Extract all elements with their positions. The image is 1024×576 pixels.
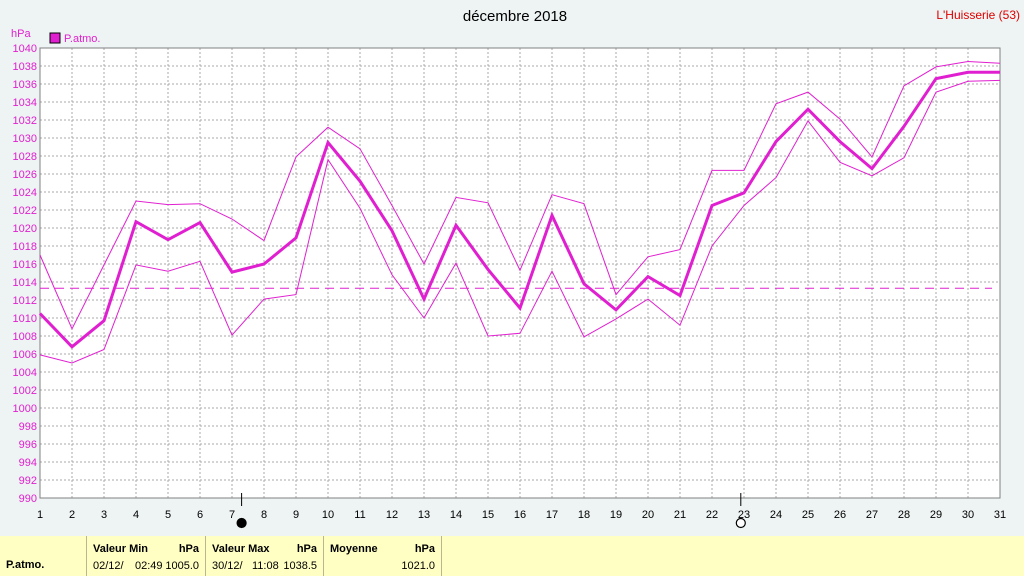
y-tick-label: 994: [19, 457, 37, 469]
y-tick-label: 1024: [13, 187, 37, 199]
x-tick-label: 21: [674, 509, 686, 521]
x-tick-label: 30: [962, 509, 974, 521]
axes: 9909929949969981000100210041006100810101…: [13, 43, 1006, 529]
avg-header: Moyenne: [330, 543, 378, 555]
x-tick-label: 12: [386, 509, 398, 521]
x-tick-label: 29: [930, 509, 942, 521]
x-tick-label: 25: [802, 509, 814, 521]
x-tick-label: 13: [418, 509, 430, 521]
min-time: 02:49: [135, 560, 163, 572]
x-tick-label: 28: [898, 509, 910, 521]
y-tick-label: 1002: [13, 385, 37, 397]
y-tick-label: 1008: [13, 331, 37, 343]
grid: [39, 47, 1001, 499]
x-tick-label: 18: [578, 509, 590, 521]
x-tick-label: 27: [866, 509, 878, 521]
x-tick-label: 19: [610, 509, 622, 521]
full-moon-icon: [735, 517, 746, 529]
min-date: 02/12/: [93, 560, 124, 572]
stats-max-cell: Valeur Max hPa 30/12/ 11:08 1038.5: [206, 536, 324, 576]
x-tick-label: 20: [642, 509, 654, 521]
legend-swatch: [49, 32, 61, 44]
y-tick-label: 1022: [13, 205, 37, 217]
x-tick-label: 7: [229, 509, 235, 521]
x-tick-label: 4: [133, 509, 139, 521]
station-name: L'Huisserie (53): [936, 8, 1020, 22]
y-tick-label: 1020: [13, 223, 37, 235]
chart-title: décembre 2018: [463, 8, 567, 25]
y-tick-label: 992: [19, 475, 37, 487]
stats-min-cell: Valeur Min hPa 02/12/ 02:49 1005.0: [87, 536, 206, 576]
min-value: 1005.0: [165, 560, 199, 572]
series-mean-line: [38, 70, 1000, 349]
x-tick-label: 9: [293, 509, 299, 521]
plot-frame: [39, 47, 1001, 499]
y-tick-label: 990: [19, 493, 37, 505]
x-tick-label: 17: [546, 509, 558, 521]
x-tick-label: 3: [101, 509, 107, 521]
x-tick-label: 2: [69, 509, 75, 521]
stats-row-label-cell: P.atmo.: [0, 536, 87, 576]
x-tick-label: 1: [37, 509, 43, 521]
x-tick-label: 26: [834, 509, 846, 521]
max-time: 11:08: [252, 560, 279, 572]
y-tick-label: 1038: [13, 61, 37, 73]
y-tick-label: 1030: [13, 133, 37, 145]
legend-label: P.atmo.: [64, 33, 101, 45]
max-header: Valeur Max: [212, 543, 270, 555]
x-tick-label: 6: [197, 509, 203, 521]
y-tick-label: 1040: [13, 43, 37, 55]
x-tick-label: 24: [770, 509, 782, 521]
stats-footer: P.atmo. Valeur Min hPa 02/12/ 02:49 1005…: [0, 536, 1024, 576]
pressure-chart: décembre 2018 L'Huisserie (53) hPa P.atm…: [11, 8, 1020, 529]
y-tick-label: 1034: [13, 97, 37, 109]
series-min-line: [39, 79, 1001, 364]
x-tick-label: 5: [165, 509, 171, 521]
x-tick-label: 14: [450, 509, 462, 521]
y-tick-label: 1018: [13, 241, 37, 253]
avg-value: 1021.0: [401, 560, 435, 572]
stats-avg-cell: Moyenne hPa 1021.0: [324, 536, 442, 576]
y-tick-label: 1016: [13, 259, 37, 271]
x-tick-label: 10: [322, 509, 334, 521]
max-value: 1038.5: [283, 560, 317, 572]
y-tick-label: 1000: [13, 403, 37, 415]
min-header: Valeur Min: [93, 543, 149, 555]
y-tick-label: 1010: [13, 313, 37, 325]
min-unit: hPa: [178, 543, 199, 555]
x-tick-label: 22: [706, 509, 718, 521]
x-tick-label: 31: [994, 509, 1006, 521]
avg-unit: hPa: [414, 543, 435, 555]
x-tick-label: 15: [482, 509, 494, 521]
y-tick-label: 1004: [13, 367, 37, 379]
y-tick-label: 1026: [13, 169, 37, 181]
y-tick-label: 1012: [13, 295, 37, 307]
x-tick-label: 16: [514, 509, 526, 521]
series-max-line: [39, 60, 1001, 330]
stats-row-label: P.atmo.: [6, 559, 45, 571]
max-date: 30/12/: [212, 560, 243, 572]
y-tick-label: 998: [19, 421, 37, 433]
y-tick-label: 1036: [13, 79, 37, 91]
y-tick-label: 996: [19, 439, 37, 451]
series: [38, 60, 1001, 364]
x-tick-label: 8: [261, 509, 267, 521]
max-unit: hPa: [296, 543, 317, 555]
y-tick-label: 1032: [13, 115, 37, 127]
y-axis-unit: hPa: [11, 28, 31, 40]
y-tick-label: 1028: [13, 151, 37, 163]
y-tick-label: 1006: [13, 349, 37, 361]
x-tick-label: 11: [354, 509, 365, 521]
y-tick-label: 1014: [13, 277, 37, 289]
new-moon-icon: [236, 517, 247, 529]
